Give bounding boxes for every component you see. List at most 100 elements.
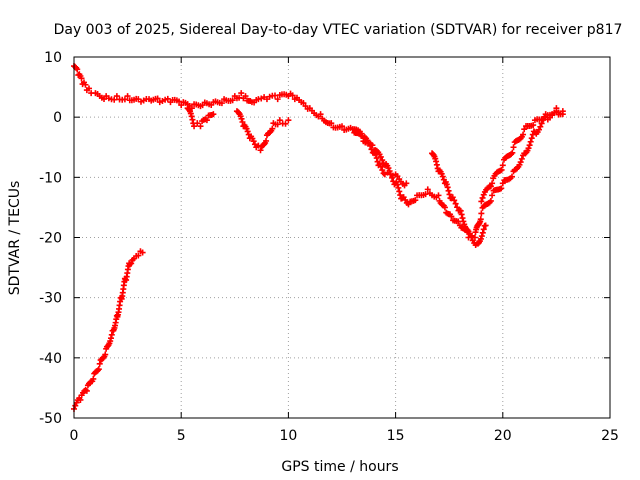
data-point bbox=[454, 204, 461, 211]
data-point bbox=[489, 192, 496, 199]
data-point bbox=[479, 194, 486, 201]
data-point bbox=[394, 181, 401, 188]
data-point bbox=[218, 100, 225, 107]
data-point bbox=[378, 163, 385, 170]
data-point bbox=[478, 198, 485, 205]
data-point bbox=[396, 188, 403, 195]
data-point bbox=[528, 135, 535, 142]
data-point bbox=[540, 115, 547, 122]
data-point bbox=[368, 146, 375, 153]
data-point bbox=[107, 338, 114, 345]
data-point bbox=[328, 120, 335, 127]
data-point bbox=[477, 235, 484, 242]
axis-ticks: 0 5 10 15 20 25 10 0 -10 -20 -30 -40 -50 bbox=[39, 50, 619, 444]
data-point bbox=[498, 166, 505, 173]
data-point bbox=[367, 143, 374, 150]
data-point bbox=[74, 66, 81, 73]
data-point bbox=[250, 138, 257, 145]
data-point bbox=[111, 96, 118, 103]
data-point bbox=[244, 128, 251, 135]
data-point bbox=[446, 191, 453, 198]
data-point bbox=[229, 97, 236, 104]
data-point bbox=[395, 184, 402, 191]
data-point bbox=[457, 207, 464, 214]
data-point bbox=[510, 144, 517, 151]
data-point bbox=[452, 200, 459, 207]
x-tick-label: 10 bbox=[279, 428, 297, 444]
data-point bbox=[445, 187, 452, 194]
data-point bbox=[274, 96, 281, 103]
data-point bbox=[487, 197, 494, 204]
y-tick-label: -50 bbox=[39, 411, 62, 427]
grid-lines bbox=[74, 57, 610, 418]
data-point bbox=[553, 105, 560, 112]
data-point bbox=[300, 100, 307, 107]
data-point bbox=[86, 85, 93, 92]
data-point bbox=[487, 183, 494, 190]
data-point bbox=[460, 218, 467, 225]
data-point bbox=[210, 111, 217, 118]
data-point bbox=[83, 387, 90, 394]
data-point bbox=[518, 155, 525, 162]
data-point bbox=[444, 184, 451, 191]
data-point bbox=[108, 331, 115, 338]
data-point bbox=[379, 157, 386, 164]
data-point bbox=[94, 367, 101, 374]
data-point bbox=[397, 192, 404, 199]
data-point bbox=[194, 120, 201, 127]
data-point bbox=[455, 218, 462, 225]
data-point bbox=[72, 402, 79, 409]
x-tick-label: 15 bbox=[387, 428, 405, 444]
data-point bbox=[124, 93, 131, 100]
data-point bbox=[372, 151, 379, 158]
data-point bbox=[377, 153, 384, 160]
data-point bbox=[121, 96, 128, 103]
data-point bbox=[433, 161, 440, 168]
x-tick-label: 20 bbox=[494, 428, 512, 444]
data-point bbox=[365, 139, 372, 146]
data-point bbox=[77, 396, 84, 403]
data-point bbox=[285, 117, 292, 124]
data-point bbox=[269, 125, 276, 132]
data-point bbox=[530, 122, 537, 129]
data-point bbox=[317, 111, 324, 118]
data-point bbox=[448, 213, 455, 220]
data-point bbox=[239, 119, 246, 126]
data-point bbox=[468, 234, 475, 241]
x-tick-label: 5 bbox=[177, 428, 186, 444]
data-point bbox=[276, 117, 283, 124]
data-point bbox=[96, 360, 103, 367]
data-point bbox=[424, 186, 431, 193]
data-point bbox=[435, 192, 442, 199]
data-point bbox=[489, 180, 496, 187]
data-point bbox=[197, 123, 204, 130]
x-tick-label: 25 bbox=[601, 428, 619, 444]
data-point bbox=[373, 155, 380, 162]
data-point bbox=[482, 222, 489, 229]
data-point bbox=[113, 93, 120, 100]
data-point bbox=[449, 194, 456, 201]
data-point bbox=[520, 131, 527, 138]
data-point bbox=[479, 229, 486, 236]
data-point bbox=[289, 92, 296, 99]
data-point bbox=[274, 121, 281, 128]
data-point bbox=[82, 81, 89, 88]
data-point bbox=[509, 149, 516, 156]
data-point bbox=[477, 216, 484, 223]
data-point bbox=[478, 233, 485, 240]
y-tick-label: -20 bbox=[39, 231, 62, 247]
data-point bbox=[135, 252, 142, 259]
data-point bbox=[478, 210, 485, 217]
chart-title: Day 003 of 2025, Sidereal Day-to-day VTE… bbox=[54, 22, 623, 38]
data-point bbox=[188, 113, 195, 120]
x-tick-label: 0 bbox=[70, 428, 79, 444]
data-point bbox=[441, 204, 448, 211]
data-point bbox=[95, 366, 102, 373]
data-point bbox=[559, 108, 566, 115]
data-point bbox=[499, 180, 506, 187]
data-point bbox=[517, 159, 524, 166]
data-point bbox=[358, 130, 365, 137]
y-tick-label: -30 bbox=[39, 291, 62, 307]
